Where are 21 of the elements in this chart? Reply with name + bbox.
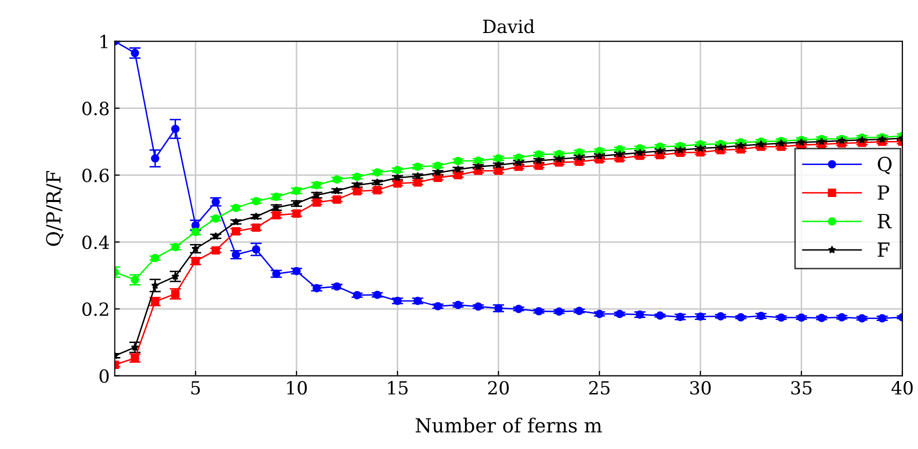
x-tick-label: 10 <box>287 380 307 395</box>
legend-label: P <box>878 185 890 200</box>
x-axis-title: Number of ferns m <box>416 418 602 433</box>
x-tick-label: 30 <box>690 380 711 395</box>
x-tick-label: 35 <box>791 380 812 395</box>
y-tick-label: 0.2 <box>82 302 108 316</box>
chart-title: David <box>483 19 534 34</box>
y-tick-label: 0 <box>100 369 109 383</box>
y-tick-label: 0.4 <box>82 235 109 250</box>
legend-label: F <box>878 242 890 257</box>
y-tick-label: 1 <box>100 34 108 48</box>
legend-label: R <box>878 214 892 228</box>
x-tick-label: 40 <box>891 380 913 395</box>
y-axis-title: Q/P/R/F <box>46 170 64 246</box>
x-tick-label: 25 <box>589 380 610 395</box>
legend-label: Q <box>878 156 892 174</box>
y-tick-label: 0.8 <box>82 102 109 116</box>
y-tick-label: 0.6 <box>82 168 109 182</box>
x-tick-label: 5 <box>191 381 200 395</box>
x-tick-label: 20 <box>488 380 509 395</box>
x-tick-label: 15 <box>388 380 408 395</box>
